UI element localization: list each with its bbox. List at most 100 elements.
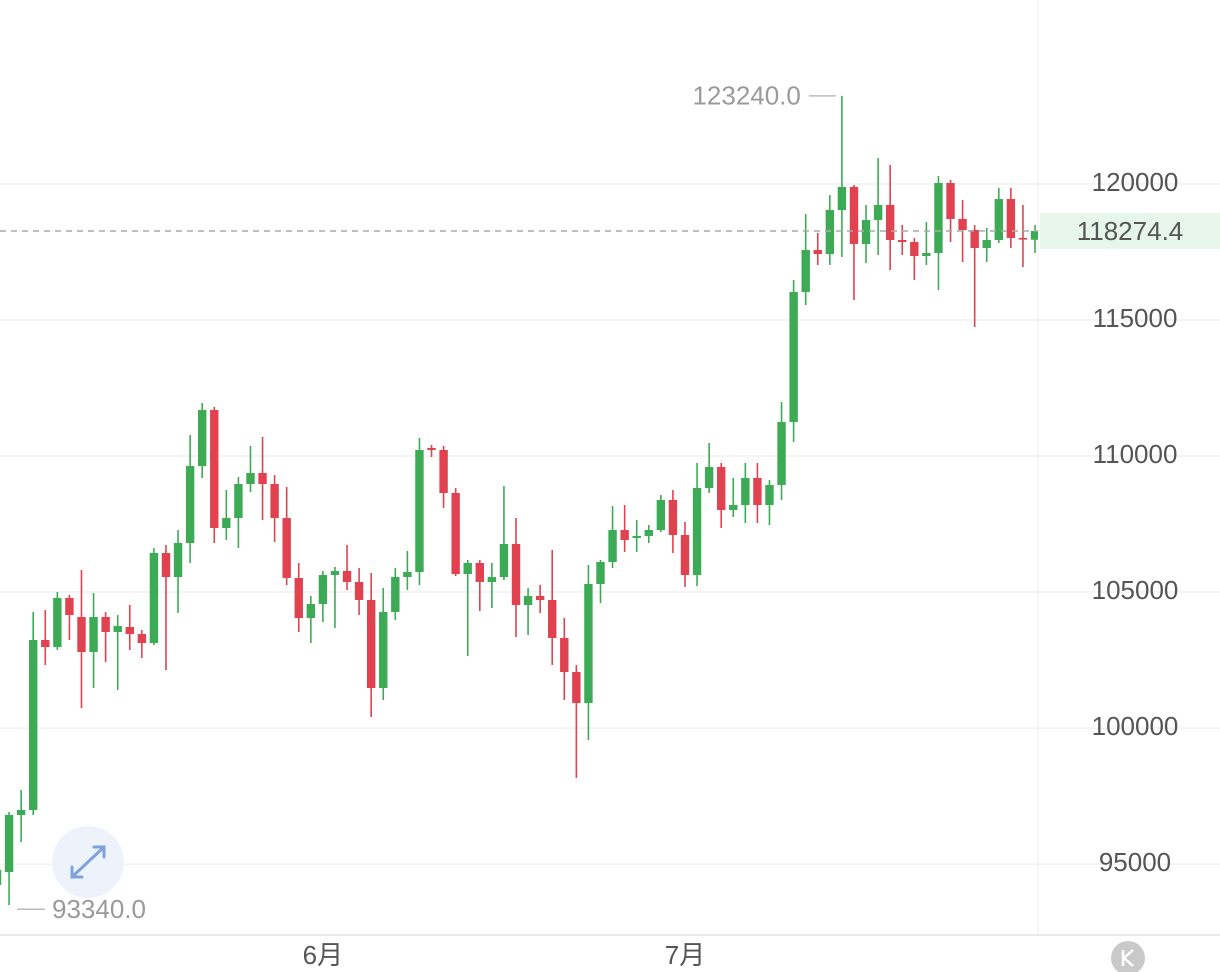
y-tick-label: 95000 (1099, 847, 1171, 877)
candle-body (608, 529, 617, 562)
candle-body (644, 529, 653, 536)
candle-body (777, 422, 786, 486)
candle-body (692, 487, 702, 575)
candle-body (946, 182, 955, 219)
candle-body (210, 410, 219, 528)
k-button-bg[interactable] (1111, 941, 1145, 972)
candle-body (656, 499, 666, 530)
candle-body (765, 485, 774, 505)
candle-body (861, 219, 871, 244)
candle-body (511, 543, 521, 605)
candle-body (572, 671, 581, 703)
candle-body (403, 572, 412, 578)
candle-body (77, 616, 86, 652)
y-tick-label: 120000 (1092, 167, 1179, 197)
candle-body (125, 627, 134, 634)
candle-body (342, 570, 352, 582)
candle-body (222, 518, 231, 528)
candle-body (415, 449, 424, 573)
candle-body (825, 210, 835, 254)
candle-body (282, 518, 291, 578)
candle-body (161, 552, 171, 578)
expand-button[interactable] (52, 826, 124, 898)
candle-body (620, 529, 629, 540)
high-label: 123240.0 (692, 81, 800, 111)
candle-body (934, 182, 943, 253)
candle-body (813, 249, 822, 254)
candle-body (101, 616, 110, 632)
candle-body (523, 595, 533, 605)
candle-body (849, 186, 859, 244)
candle-body (1030, 230, 1038, 240)
candle-body (330, 570, 340, 575)
candle-body (668, 499, 678, 536)
candle-body (294, 577, 303, 619)
candle-body (4, 814, 14, 872)
candle-body (185, 465, 195, 544)
candle-body (246, 472, 255, 484)
expand-icon[interactable] (70, 845, 106, 879)
candle-body (427, 447, 436, 450)
k-icon[interactable] (1121, 949, 1134, 967)
candle-body (354, 581, 364, 600)
candle-body (970, 230, 979, 248)
candle-body (439, 449, 448, 494)
candle-body (596, 561, 605, 584)
candle-body (16, 810, 26, 815)
k-button[interactable] (1111, 941, 1145, 972)
candle-body (173, 543, 183, 578)
candle-body (234, 483, 243, 519)
candle-body (922, 252, 931, 257)
candle-body (958, 218, 967, 231)
overlay: 123240.0 93340.0 118274.4 (0, 81, 1220, 924)
candle-body (53, 597, 62, 648)
candle-body (475, 562, 484, 582)
candle-body (499, 543, 509, 578)
candle-body (729, 504, 738, 511)
candle-body (704, 466, 714, 488)
y-tick-label: 105000 (1092, 575, 1179, 605)
candle-body (910, 241, 919, 257)
y-tick-label: 110000 (1093, 439, 1178, 469)
candle-body (137, 633, 147, 644)
candle-body (89, 616, 98, 652)
candle-body (982, 239, 991, 248)
candle-body (270, 483, 279, 519)
candle-body (197, 410, 207, 466)
candle-body (753, 477, 762, 505)
candle-body (65, 597, 74, 615)
last-price-tag-bg (1040, 212, 1220, 249)
candle-body (451, 493, 460, 575)
candle-body (717, 466, 726, 511)
candle-body (149, 552, 159, 644)
candle-body (258, 472, 267, 484)
grid: 95000 100000 105000 110000 115000 120000 6月 7月 (0, 167, 1220, 970)
candle-body (379, 611, 388, 688)
candle-body (1006, 199, 1016, 239)
candle-body (680, 535, 690, 575)
x-tick-label: 7月 (665, 940, 705, 970)
last-price-label: 118274.4 (1077, 216, 1184, 246)
candle-body (560, 637, 569, 672)
candle-body (548, 599, 557, 638)
candle-body (1018, 238, 1028, 240)
candle-body (994, 199, 1004, 240)
candle-body (801, 249, 810, 292)
candles (0, 95, 1038, 905)
candle-body (837, 186, 847, 211)
candle-body (113, 625, 122, 632)
candle-body (0, 869, 2, 886)
candle-body (632, 535, 641, 538)
candle-body (789, 291, 798, 423)
y-tick-label: 115000 (1093, 303, 1178, 333)
candle-body (584, 583, 593, 703)
candle-body (318, 574, 328, 604)
candle-body (29, 639, 38, 811)
low-label: 93340.0 (52, 894, 146, 924)
candle-body (873, 205, 883, 220)
candle-body (487, 577, 497, 582)
candle-body (41, 639, 50, 648)
candle-body (391, 577, 400, 612)
